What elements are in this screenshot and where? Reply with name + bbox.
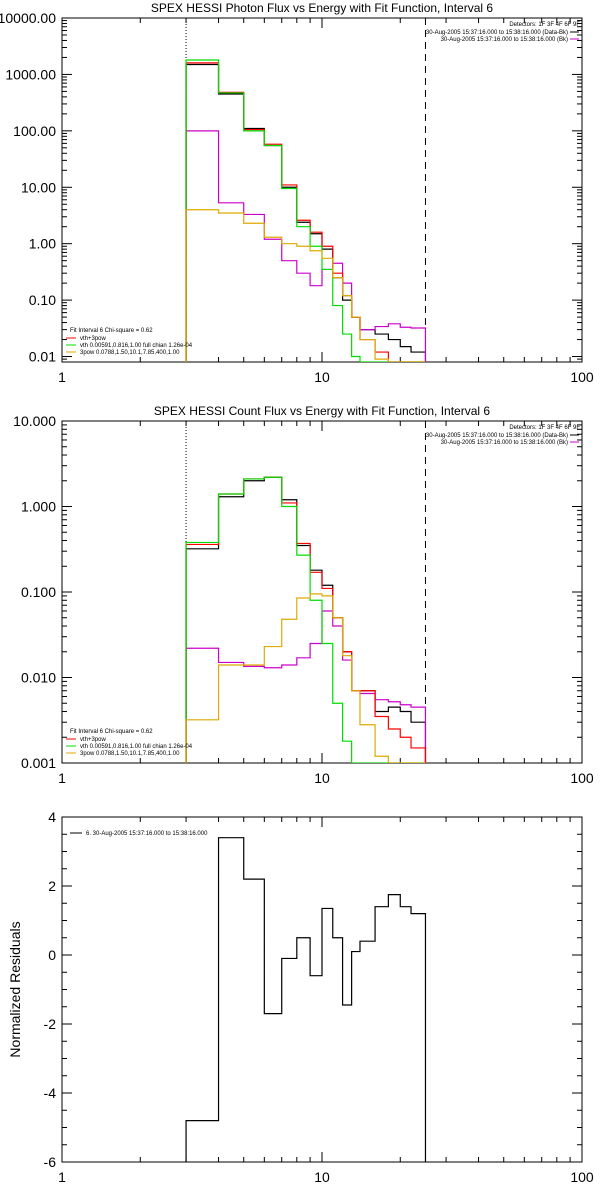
y-tick-label: -2 xyxy=(44,1016,57,1032)
y-tick-label: 0.01 xyxy=(29,349,56,365)
plot-frame xyxy=(61,17,583,363)
x-tick-label: 10 xyxy=(314,770,330,786)
series-group xyxy=(185,837,427,1162)
series-vth xyxy=(185,476,426,763)
y-axis-label: Normalized Residuals xyxy=(7,921,23,1057)
chart-title: SPEX HESSI Count Flux vs Energy with Fit… xyxy=(154,404,490,418)
fit-legend-header: Fit Interval 6 Chi-square = 0.62 xyxy=(70,729,153,735)
fit-legend-header: Fit Interval 6 Chi-square = 0.62 xyxy=(70,328,153,334)
y-tick-label: -4 xyxy=(44,1085,57,1101)
legend-top-label: 30-Aug-2005 15:37:16.000 to 15:38:16.000… xyxy=(441,440,568,446)
series-residuals xyxy=(185,837,427,1162)
y-tick-label: 2 xyxy=(48,878,56,894)
series-group xyxy=(185,476,427,763)
y-tick-label: 10.000 xyxy=(13,413,56,429)
series-vth-3pow xyxy=(185,476,427,763)
fit-legend-label: 3pow 0.0788,1.50,10.1,7.85,400,1.00 xyxy=(80,350,180,356)
x-tick-label: 10 xyxy=(314,1169,330,1185)
legend-top-label: 30-Aug-2005 15:37:16.000 to 15:38:16.000… xyxy=(426,30,568,36)
detectors-label: Detectors: 1F 3F 4F 6F 9F xyxy=(509,425,580,431)
y-tick-label: 1.000 xyxy=(21,499,56,515)
y-tick-label: 4 xyxy=(48,809,56,825)
legend-top-label: 30-Aug-2005 15:37:16.000 to 15:38:16.000… xyxy=(441,37,568,43)
fit-legend-label: 3pow 0.0788,1.50,10.1,7.85,400,1.00 xyxy=(80,751,180,757)
legend-top-label: 30-Aug-2005 15:37:16.000 to 15:38:16.000… xyxy=(426,433,568,439)
chart-1: SPEX HESSI Photon Flux vs Energy with Fi… xyxy=(0,1,594,385)
fit-legend-label: vth+3pow xyxy=(80,336,107,342)
detectors-label: Detectors: 1F 3F 4F 6F 9F xyxy=(509,22,580,28)
y-tick-label: 1.00 xyxy=(29,236,56,252)
x-tick-label: 1 xyxy=(58,770,66,786)
x-tick-label: 100 xyxy=(570,369,594,385)
y-tick-label: 10000.00 xyxy=(0,10,56,26)
series-3pow xyxy=(185,209,426,362)
x-tick-label: 100 xyxy=(570,1169,594,1185)
y-tick-label: 1000.00 xyxy=(5,66,56,82)
y-tick-label: -6 xyxy=(44,1154,57,1170)
y-tick-label: 100.00 xyxy=(13,123,56,139)
y-tick-label: 0.10 xyxy=(29,292,56,308)
chart-title: SPEX HESSI Photon Flux vs Energy with Fi… xyxy=(151,1,493,15)
series-data-bk xyxy=(185,476,427,763)
x-tick-label: 1 xyxy=(58,369,66,385)
x-tick-label: 1 xyxy=(58,1169,66,1185)
chart-3: 1 10 100 -6 -4 -2 0 2 4 Normalized Residuals 6. 30… xyxy=(7,809,594,1185)
series-vth xyxy=(185,59,426,362)
series-3pow xyxy=(185,593,426,763)
fit-legend-label: vth 0.00591,0.816,1.00 full chian 1.26e-… xyxy=(80,343,193,349)
series-bk xyxy=(185,610,427,763)
y-tick-label: 10.00 xyxy=(21,179,56,195)
series-group xyxy=(185,59,427,362)
fit-legend-label: vth 0.00591,0.816,1.00 full chian 1.26e-… xyxy=(80,744,193,750)
chart-2: SPEX HESSI Count Flux vs Energy with Fit… xyxy=(13,404,594,786)
plot-frame xyxy=(61,420,583,764)
y-tick-label: 0.100 xyxy=(21,584,56,600)
residual-legend-label: 6. 30-Aug-2005 15:37:16.000 to 15:38:16.… xyxy=(86,831,208,837)
y-tick-label: 0 xyxy=(48,947,56,963)
y-tick-label: 0.010 xyxy=(21,670,56,686)
y-tick-label: 0.001 xyxy=(21,755,56,771)
x-tick-label: 10 xyxy=(314,369,330,385)
plot-frame xyxy=(61,816,583,1163)
x-tick-label: 100 xyxy=(570,770,594,786)
fit-legend-label: vth+3pow xyxy=(80,737,107,743)
